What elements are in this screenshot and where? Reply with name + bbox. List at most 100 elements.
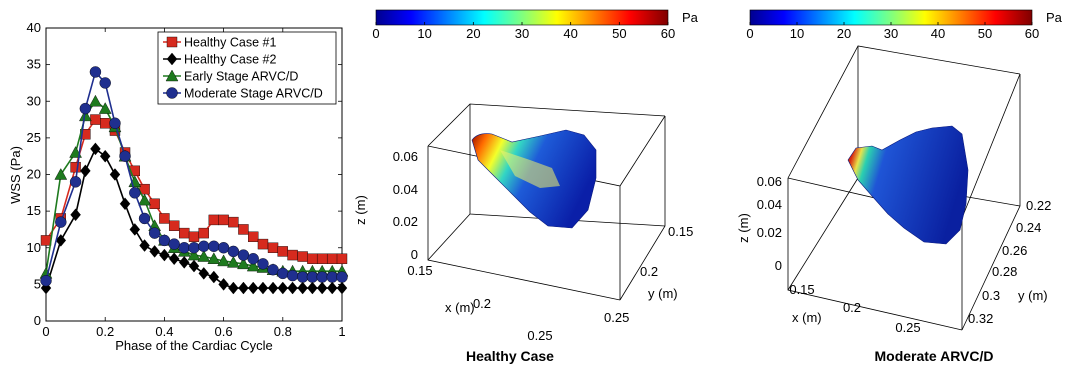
x-tick-label: 0.4 — [155, 324, 173, 339]
x-tick-label: 0 — [42, 324, 49, 339]
z-tick-label: 0.02 — [393, 214, 418, 229]
colorbar-tick-label: 30 — [515, 26, 529, 41]
x-axis-label: x (m) — [445, 300, 475, 315]
panel-title: Moderate ARVC/D — [874, 348, 993, 364]
data-point — [238, 281, 249, 295]
y-tick-label: 0.15 — [668, 224, 693, 239]
y-tick-label: 35 — [27, 57, 41, 72]
data-point — [90, 142, 101, 156]
data-point — [54, 168, 68, 180]
series-4 — [40, 66, 348, 287]
healthy-case-panel: Pa 0 10 20 30 40 50 60 z (m) 0 0.02 0.04 0.06 0.1… — [353, 9, 699, 364]
data-point — [286, 269, 299, 282]
legend-label: Healthy Case #2 — [184, 53, 276, 67]
legend-box — [157, 31, 337, 105]
y-ticks: 0.15 0.2 0.25 — [604, 224, 693, 325]
y-tick-label: 30 — [27, 93, 41, 108]
colorbar-tick-label: 60 — [661, 26, 675, 41]
data-point — [316, 281, 328, 295]
colorbar-tick-label: 20 — [466, 26, 480, 41]
data-point — [326, 271, 338, 283]
data-point — [198, 267, 210, 280]
data-point — [178, 256, 190, 269]
z-tick-label: 0.02 — [757, 225, 782, 240]
legend-label: Moderate Stage ARVC/D — [184, 87, 323, 101]
legend-label: Early Stage ARVC/D — [184, 70, 298, 84]
data-point — [149, 198, 160, 210]
y-axis-label: y (m) — [1018, 288, 1048, 303]
colorbar-unit: Pa — [682, 10, 699, 25]
data-point — [187, 248, 201, 261]
data-point — [247, 281, 259, 295]
data-point — [297, 251, 308, 262]
axes: 0 5 10 15 20 25 30 35 40 0 0.2 0.4 0.6 0.8 1 — [27, 20, 346, 339]
data-point — [159, 248, 170, 262]
data-point — [277, 267, 289, 280]
data-point — [79, 102, 92, 115]
data-point — [148, 227, 161, 239]
colorbar-tick-label: 0 — [746, 26, 753, 41]
data-point — [218, 214, 229, 226]
series-layer — [39, 66, 349, 295]
y-tick-label: 20 — [27, 167, 41, 182]
data-point — [158, 234, 171, 247]
data-point — [257, 281, 269, 295]
data-point — [159, 213, 170, 224]
data-point — [208, 214, 220, 226]
data-point — [119, 150, 131, 162]
colorbar-tick-label: 10 — [417, 26, 431, 41]
z-tick-label: 0 — [775, 258, 782, 273]
data-point — [90, 114, 101, 125]
moderate-arvcd-panel: Pa 0 10 20 30 40 50 60 z (m) 0 0.02 0.04 0.06 0.1… — [736, 9, 1063, 364]
data-point — [277, 246, 288, 257]
surface-highlight — [500, 150, 560, 188]
data-point — [70, 161, 81, 173]
data-point — [327, 253, 338, 264]
z-tick-label: 0 — [411, 247, 418, 262]
data-point — [336, 271, 348, 283]
data-point — [89, 66, 102, 78]
data-point — [306, 271, 319, 283]
data-point — [287, 281, 298, 295]
data-point — [168, 252, 180, 266]
data-point — [247, 253, 259, 265]
x-axis-label: Phase of the Cardiac Cycle — [115, 338, 273, 353]
y-tick-label: 10 — [27, 240, 41, 255]
x-ticks: 0.15 0.2 0.25 — [789, 282, 920, 335]
legend-label: Healthy Case #1 — [184, 36, 276, 50]
data-point — [336, 253, 348, 264]
z-tick-label: 0.04 — [757, 197, 782, 212]
colorbar-tick-label: 10 — [790, 26, 804, 41]
x-tick-label: 0.2 — [473, 296, 491, 311]
colorbar-unit: Pa — [1046, 10, 1063, 25]
y-tick-label: 0.22 — [1026, 198, 1051, 213]
x-tick-label: 0.15 — [407, 263, 432, 278]
data-point — [208, 240, 220, 252]
colorbar-tick-label: 40 — [563, 26, 577, 41]
data-point — [208, 270, 220, 284]
data-point — [237, 249, 250, 261]
y-tick-label: 0.26 — [1002, 243, 1027, 258]
data-point — [277, 281, 289, 295]
data-point — [168, 238, 180, 250]
data-point — [267, 264, 279, 276]
data-point — [267, 242, 279, 253]
data-point — [228, 281, 239, 295]
data-point — [316, 253, 328, 264]
data-point — [267, 281, 279, 295]
data-point — [70, 208, 81, 222]
data-point — [109, 117, 121, 129]
y-tick-label: 0.28 — [992, 264, 1017, 279]
y-axis-label: WSS (Pa) — [8, 146, 23, 204]
legend-marker — [166, 87, 178, 99]
series-1 — [40, 114, 348, 264]
data-point — [109, 168, 121, 181]
data-point — [99, 149, 111, 163]
y-tick-label: 0.2 — [640, 264, 658, 279]
data-point — [217, 242, 230, 254]
y-tick-label: 0.24 — [1016, 220, 1041, 235]
z-ticks: 0 0.02 0.04 0.06 — [393, 149, 418, 262]
y-tick-label: 0.3 — [982, 288, 1000, 303]
